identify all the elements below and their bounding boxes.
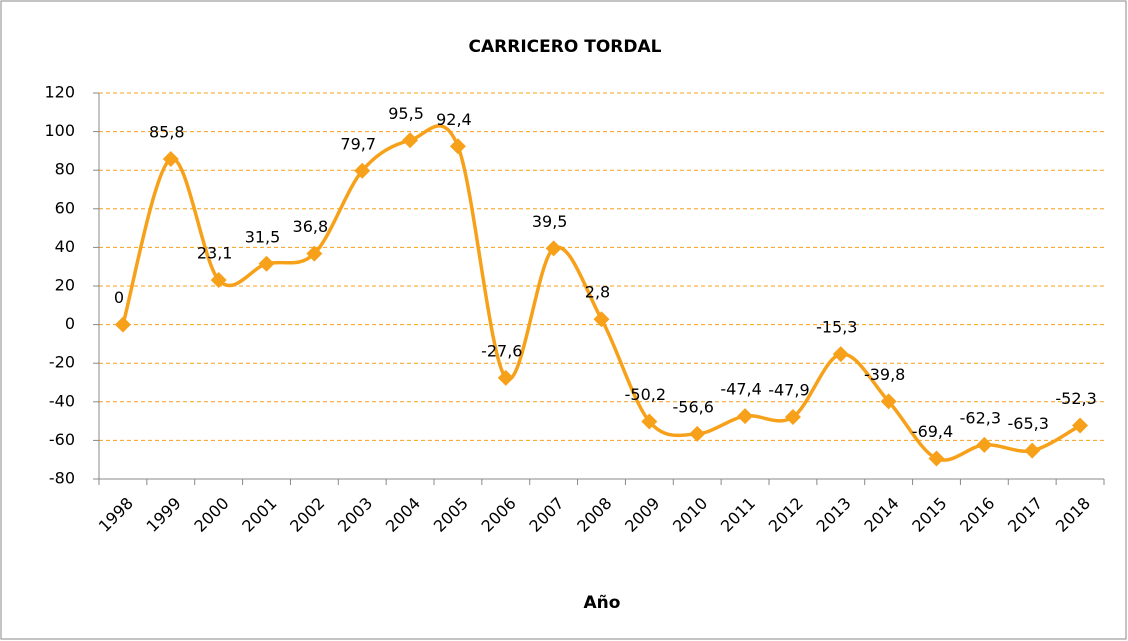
data-label: -52,3: [1055, 389, 1096, 408]
chart-title: CARRICERO TORDAL: [469, 37, 662, 57]
marker: [880, 393, 897, 410]
data-label: 85,8: [149, 123, 185, 142]
y-tick-label: 40: [55, 237, 75, 256]
y-tick-label: 120: [44, 83, 75, 102]
data-label: 79,7: [340, 134, 376, 153]
marker: [1072, 417, 1089, 434]
y-tick-label: -60: [49, 430, 75, 449]
y-tick-label: 20: [55, 276, 75, 295]
marker: [593, 311, 610, 328]
data-label: -56,6: [673, 397, 714, 416]
marker: [689, 425, 706, 442]
marker: [928, 450, 945, 467]
marker: [162, 151, 179, 168]
y-tick-label: 0: [65, 314, 75, 333]
y-tick-label: 100: [44, 121, 75, 140]
marker: [210, 272, 227, 289]
marker: [402, 132, 419, 149]
marker: [306, 245, 323, 262]
marker: [1024, 442, 1041, 459]
marker: [737, 408, 754, 425]
y-tick-label: 60: [55, 198, 75, 217]
x-axis-label: Año: [584, 593, 621, 613]
data-label: 0: [114, 288, 124, 307]
data-label: -27,6: [481, 341, 522, 360]
data-label: 2,8: [585, 283, 610, 302]
data-label: 39,5: [532, 212, 568, 231]
data-label: -47,9: [768, 381, 809, 400]
marker: [497, 369, 514, 386]
data-label: -50,2: [625, 385, 666, 404]
data-label: 31,5: [245, 227, 281, 246]
data-label: 36,8: [293, 217, 329, 236]
data-label: 23,1: [197, 244, 233, 263]
marker: [832, 346, 849, 363]
marker: [784, 409, 801, 426]
marker: [449, 138, 466, 155]
y-tick-label: -40: [49, 391, 75, 410]
data-label: -15,3: [816, 318, 857, 337]
data-label: -69,4: [912, 422, 953, 441]
data-label: 95,5: [388, 104, 424, 123]
data-label: -65,3: [1008, 414, 1049, 433]
marker: [354, 162, 371, 179]
marker: [114, 316, 131, 333]
y-tick-label: -20: [49, 353, 75, 372]
marker: [258, 255, 275, 272]
data-label: -62,3: [960, 408, 1001, 427]
y-tick-label: -80: [49, 469, 75, 488]
data-label: -47,4: [720, 380, 761, 399]
marker: [976, 436, 993, 453]
data-label: -39,8: [864, 365, 905, 384]
marker: [641, 413, 658, 430]
data-label: 92,4: [436, 110, 472, 129]
marker: [545, 240, 562, 257]
y-tick-label: 80: [55, 160, 75, 179]
